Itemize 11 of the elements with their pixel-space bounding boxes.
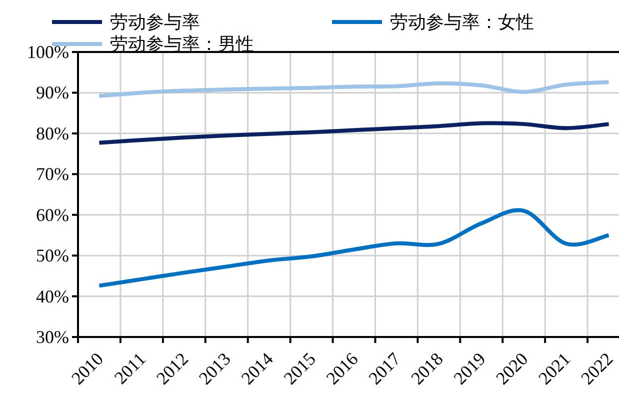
y-tick-label: 30% bbox=[36, 327, 69, 347]
x-tick-label: 2011 bbox=[110, 348, 150, 388]
y-tick-label: 90% bbox=[36, 82, 69, 103]
y-tick-label: 100% bbox=[27, 42, 69, 62]
legend-label: 劳动参与率 bbox=[110, 12, 200, 32]
y-tick-label: 60% bbox=[36, 204, 69, 225]
legend-label: 劳动参与率：女性 bbox=[390, 12, 534, 32]
y-tick-label: 80% bbox=[36, 123, 69, 144]
y-tick-label: 40% bbox=[36, 286, 69, 306]
y-tick-label: 70% bbox=[36, 164, 69, 184]
y-tick-label: 50% bbox=[36, 246, 69, 266]
